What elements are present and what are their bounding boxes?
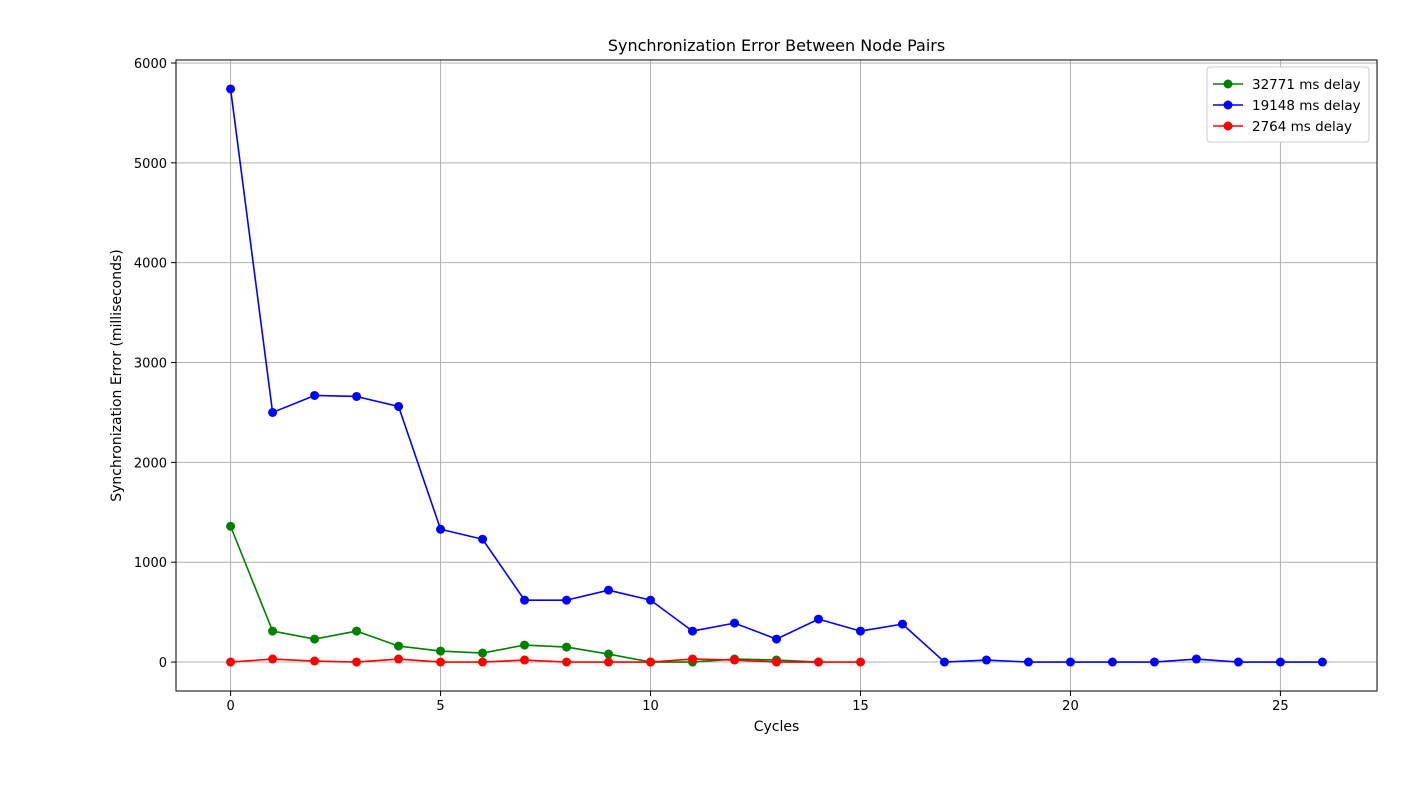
data-point <box>520 640 530 650</box>
y-axis-label: Synchronization Error (milliseconds) <box>109 249 125 502</box>
data-point <box>394 641 404 651</box>
data-point <box>268 407 278 417</box>
data-point <box>478 534 488 544</box>
data-point <box>772 657 781 667</box>
data-point <box>478 648 488 658</box>
legend-label: 32771 ms delay <box>1252 77 1361 93</box>
data-point <box>478 657 488 667</box>
data-point <box>1275 657 1285 667</box>
y-tick-label: 1000 <box>134 556 167 571</box>
data-point <box>981 655 991 665</box>
legend: 32771 ms delay 19148 ms delay 2764 ms dela… <box>1206 66 1370 143</box>
data-point <box>226 657 236 667</box>
data-point <box>310 634 320 644</box>
legend-label: 2764 ms delay <box>1252 119 1352 135</box>
data-point <box>394 401 404 411</box>
data-point <box>855 626 865 636</box>
data-point <box>310 656 320 666</box>
legend-item: 2764 ms delay <box>1213 119 1352 135</box>
data-point <box>310 390 320 400</box>
data-point <box>813 657 823 667</box>
data-point <box>1149 657 1159 667</box>
data-point <box>855 657 865 667</box>
data-point <box>226 84 236 94</box>
series-1 <box>226 84 1327 667</box>
data-point <box>352 391 362 401</box>
series-0 <box>226 521 823 667</box>
data-point <box>772 634 781 644</box>
data-point <box>604 585 614 595</box>
data-point <box>939 657 949 667</box>
x-axis-label: Cycles <box>754 719 800 735</box>
data-point <box>688 654 698 664</box>
legend-marker <box>1223 100 1233 110</box>
data-point <box>1107 657 1117 667</box>
y-tick-label: 0 <box>159 656 167 671</box>
y-tick-label: 3000 <box>134 357 167 372</box>
chart-title: Synchronization Error Between Node Pairs <box>608 36 945 55</box>
data-point <box>352 626 362 636</box>
series-line <box>229 88 1323 663</box>
legend-marker <box>1223 79 1233 89</box>
series-2 <box>226 654 865 667</box>
data-point <box>352 657 362 667</box>
legend-marker <box>1223 121 1233 131</box>
x-tick-label: 0 <box>226 699 234 714</box>
data-point <box>226 521 236 531</box>
data-point <box>436 524 446 534</box>
x-tick-label: 20 <box>1062 699 1079 714</box>
grid-layer <box>176 60 1377 691</box>
data-point <box>268 626 278 636</box>
x-tick-label: 15 <box>852 699 869 714</box>
axis-layer: 0 5 10 15 20 25 0 1000 2000 3000 4000 5000 6000 <box>134 57 1289 714</box>
y-tick-label: 2000 <box>134 456 167 471</box>
legend-box <box>1206 66 1370 143</box>
data-point <box>436 657 446 667</box>
data-point <box>1233 657 1243 667</box>
data-point <box>436 646 446 656</box>
x-tick-label: 25 <box>1272 699 1289 714</box>
data-point <box>730 655 740 665</box>
x-tick-label: 5 <box>436 699 444 714</box>
data-point <box>604 657 614 667</box>
legend-item: 32771 ms delay <box>1213 77 1361 93</box>
y-tick-label: 5000 <box>134 157 167 172</box>
data-point <box>646 595 656 605</box>
legend-label: 19148 ms delay <box>1252 98 1361 114</box>
plot-frame <box>175 59 1378 692</box>
data-point <box>562 595 572 605</box>
x-tick-label: 10 <box>642 699 659 714</box>
series-layer <box>226 84 1327 667</box>
y-tick-label: 4000 <box>134 257 167 272</box>
data-point <box>604 649 614 659</box>
data-point <box>520 655 530 665</box>
y-tick-label: 6000 <box>134 57 167 72</box>
data-point <box>562 657 572 667</box>
data-point <box>562 642 572 652</box>
data-point <box>1065 657 1075 667</box>
series-line <box>230 658 861 663</box>
data-point <box>520 595 530 605</box>
data-point <box>813 614 823 624</box>
data-point <box>646 657 656 667</box>
legend-item: 19148 ms delay <box>1213 98 1361 114</box>
data-point <box>688 626 698 636</box>
data-point <box>1317 657 1327 667</box>
data-point <box>394 654 404 664</box>
data-point <box>897 619 907 629</box>
data-point <box>268 654 278 664</box>
data-point <box>730 618 740 628</box>
data-point <box>1023 657 1033 667</box>
data-point <box>1191 654 1201 664</box>
